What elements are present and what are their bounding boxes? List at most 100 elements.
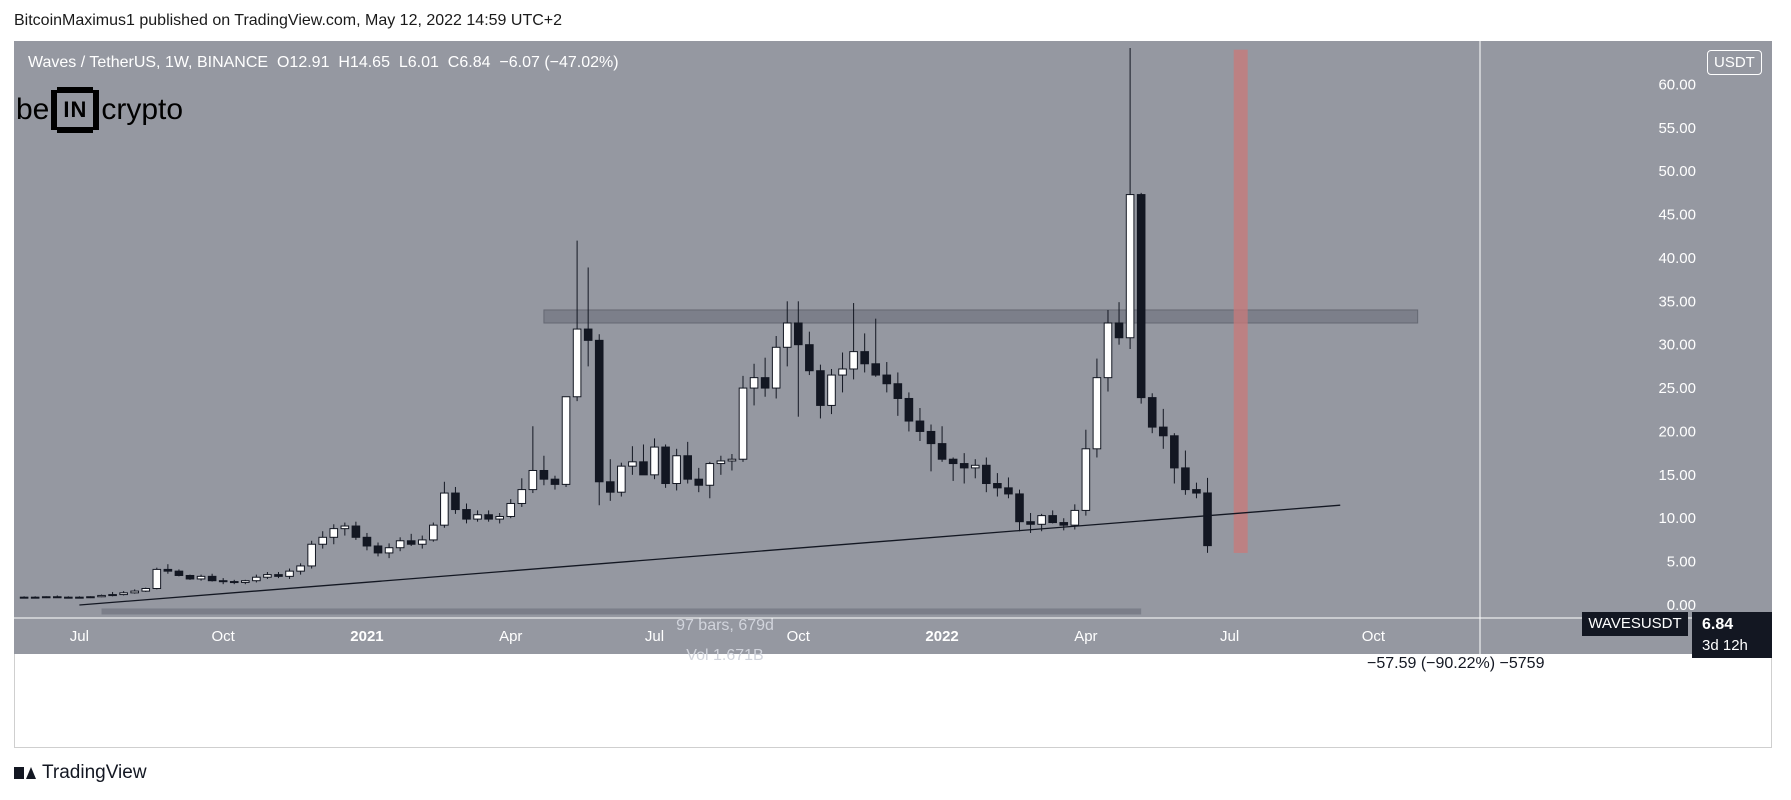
- ascending-support-line[interactable]: [79, 504, 1341, 606]
- candle[interactable]: [517, 489, 527, 504]
- candle[interactable]: [318, 536, 328, 545]
- resistance-zone[interactable]: [543, 309, 1419, 324]
- candle[interactable]: [1092, 377, 1102, 450]
- candle[interactable]: [816, 370, 825, 406]
- candle[interactable]: [528, 469, 538, 491]
- candle[interactable]: [771, 346, 781, 389]
- candle[interactable]: [395, 540, 405, 549]
- candle[interactable]: [1081, 448, 1091, 511]
- candle[interactable]: [948, 458, 958, 465]
- candle[interactable]: [285, 570, 294, 577]
- candle[interactable]: [539, 469, 549, 480]
- candle[interactable]: [628, 461, 637, 467]
- candle[interactable]: [19, 596, 29, 599]
- price-pane[interactable]: [14, 41, 1480, 618]
- currency-unit-button[interactable]: USDT: [1707, 50, 1762, 75]
- candle[interactable]: [152, 568, 162, 589]
- candle[interactable]: [639, 461, 648, 476]
- candle[interactable]: [130, 590, 139, 594]
- candle[interactable]: [163, 568, 173, 572]
- price-axis[interactable]: [1480, 41, 1772, 618]
- candle[interactable]: [362, 536, 372, 547]
- candle[interactable]: [572, 328, 582, 398]
- symbol-name[interactable]: Waves / TetherUS, 1W, BINANCE: [28, 54, 269, 71]
- candle[interactable]: [1114, 322, 1124, 339]
- candle[interactable]: [871, 363, 881, 376]
- candle[interactable]: [794, 322, 803, 346]
- vertical-time-marker[interactable]: [1233, 49, 1248, 553]
- candle[interactable]: [1170, 435, 1179, 469]
- candle[interactable]: [86, 596, 95, 599]
- candle[interactable]: [583, 328, 593, 341]
- candle[interactable]: [406, 540, 416, 545]
- candle[interactable]: [241, 580, 250, 583]
- candle[interactable]: [274, 574, 283, 577]
- candle[interactable]: [694, 478, 704, 486]
- candle[interactable]: [982, 464, 991, 485]
- candle[interactable]: [440, 492, 449, 526]
- candle[interactable]: [594, 339, 604, 483]
- candle[interactable]: [550, 478, 560, 485]
- candle[interactable]: [716, 460, 726, 465]
- candle[interactable]: [1048, 515, 1057, 524]
- candle[interactable]: [782, 322, 792, 348]
- candle[interactable]: [1026, 521, 1035, 525]
- candle[interactable]: [926, 430, 936, 445]
- candle[interactable]: [229, 581, 239, 584]
- candle[interactable]: [672, 455, 681, 485]
- candle[interactable]: [119, 592, 128, 596]
- candle[interactable]: [473, 514, 482, 520]
- candle[interactable]: [1059, 522, 1069, 526]
- candle[interactable]: [1004, 487, 1013, 495]
- candle[interactable]: [1136, 194, 1146, 399]
- candle[interactable]: [207, 575, 217, 582]
- candle[interactable]: [495, 515, 504, 520]
- candle[interactable]: [451, 492, 460, 511]
- candle[interactable]: [75, 596, 84, 599]
- candle[interactable]: [174, 570, 184, 576]
- candle[interactable]: [1125, 194, 1135, 339]
- candle[interactable]: [462, 509, 471, 520]
- candle[interactable]: [196, 575, 206, 580]
- candle[interactable]: [683, 455, 693, 480]
- candle[interactable]: [1158, 426, 1168, 437]
- candle[interactable]: [97, 594, 106, 598]
- candle[interactable]: [760, 377, 770, 389]
- candle[interactable]: [915, 420, 925, 432]
- candle[interactable]: [218, 580, 228, 583]
- candle[interactable]: [373, 545, 383, 554]
- candle[interactable]: [1147, 397, 1157, 428]
- candle[interactable]: [252, 576, 261, 582]
- candle[interactable]: [30, 596, 40, 599]
- candle[interactable]: [329, 528, 339, 538]
- candle[interactable]: [141, 587, 151, 592]
- candle[interactable]: [561, 396, 571, 485]
- candle[interactable]: [993, 483, 1002, 489]
- candle[interactable]: [849, 351, 858, 370]
- candle[interactable]: [296, 565, 305, 572]
- candle[interactable]: [738, 387, 748, 460]
- candle[interactable]: [185, 574, 195, 580]
- candle[interactable]: [805, 344, 814, 372]
- candle[interactable]: [904, 397, 914, 422]
- candle[interactable]: [705, 463, 715, 486]
- candle[interactable]: [351, 525, 361, 538]
- candle[interactable]: [506, 502, 516, 517]
- candle[interactable]: [263, 574, 272, 578]
- candle[interactable]: [617, 465, 626, 493]
- candle[interactable]: [64, 596, 73, 599]
- candle[interactable]: [1203, 492, 1212, 547]
- candle[interactable]: [1037, 515, 1046, 525]
- candle[interactable]: [970, 464, 980, 469]
- candle[interactable]: [1192, 489, 1201, 494]
- candle[interactable]: [827, 374, 836, 406]
- candle[interactable]: [307, 543, 316, 567]
- candle[interactable]: [893, 383, 903, 399]
- candle[interactable]: [727, 458, 737, 462]
- candle[interactable]: [838, 368, 847, 376]
- candle[interactable]: [1070, 509, 1080, 526]
- candle[interactable]: [1181, 467, 1190, 491]
- candle[interactable]: [661, 446, 670, 485]
- candle[interactable]: [52, 596, 62, 599]
